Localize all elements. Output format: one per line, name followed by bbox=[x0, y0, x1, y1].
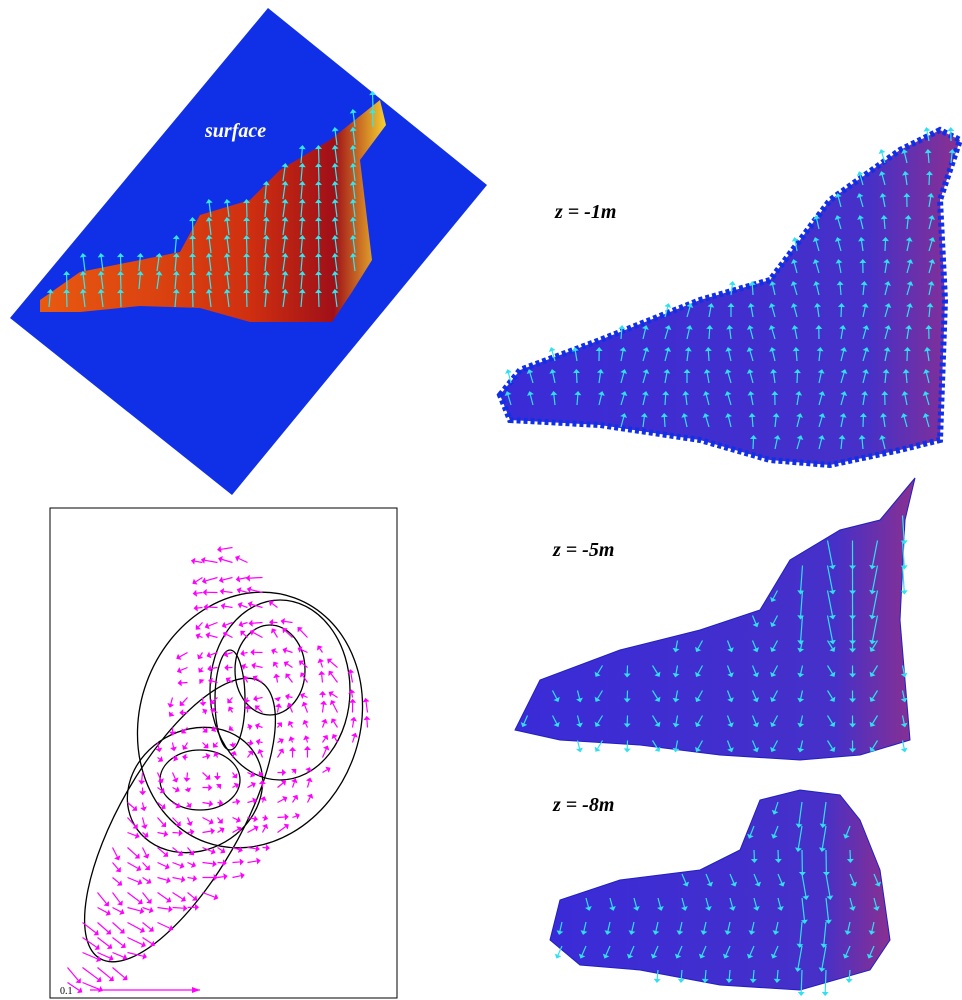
frame bbox=[50, 508, 397, 998]
panel-label: z = -5m bbox=[552, 539, 614, 561]
scale-label: 0.1 bbox=[60, 986, 73, 997]
panel-label: surface bbox=[204, 120, 266, 142]
figure: surface 0.1 z = -1m z = -5m z = -8m bbox=[0, 0, 962, 1000]
arrow bbox=[576, 741, 583, 753]
arrow bbox=[555, 946, 562, 959]
lake bbox=[500, 130, 960, 465]
surface-panel: surface bbox=[10, 8, 487, 495]
lake bbox=[550, 790, 890, 990]
depth-panels: z = -1m z = -5m z = -8m bbox=[500, 130, 960, 990]
panel-label: z = -1m bbox=[554, 201, 616, 223]
lake bbox=[515, 478, 915, 760]
panel-label: z = -8m bbox=[552, 794, 614, 816]
